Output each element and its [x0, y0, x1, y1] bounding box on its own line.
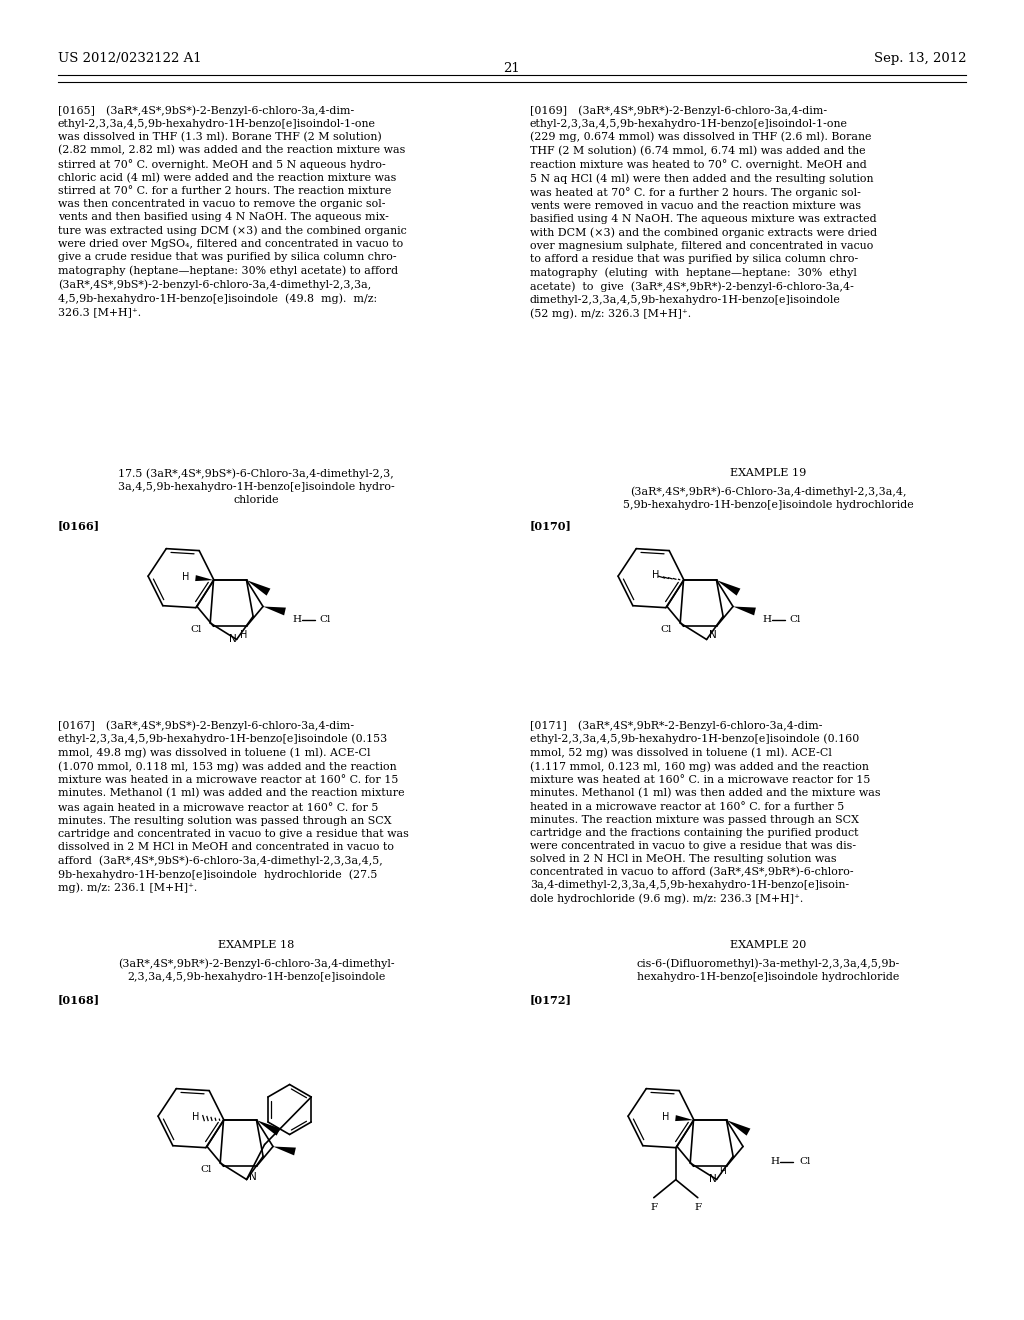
Text: N: N	[709, 1175, 717, 1184]
Text: H: H	[182, 572, 189, 582]
Text: Cl: Cl	[799, 1158, 810, 1166]
Text: N: N	[228, 635, 237, 644]
Text: [0167] (3aR*,4S*,9bS*)-2-Benzyl-6-chloro-3a,4-dim-
ethyl-2,3,3a,4,5,9b-hexahydro: [0167] (3aR*,4S*,9bS*)-2-Benzyl-6-chloro…	[58, 719, 409, 894]
Polygon shape	[247, 579, 270, 595]
Text: EXAMPLE 19: EXAMPLE 19	[730, 469, 806, 478]
Text: [0171] (3aR*,4S*,9bR*-2-Benzyl-6-chloro-3a,4-dim-
ethyl-2,3,3a,4,5,9b-hexahydro-: [0171] (3aR*,4S*,9bR*-2-Benzyl-6-chloro-…	[530, 719, 881, 904]
Text: H: H	[770, 1158, 779, 1166]
Text: [0168]: [0168]	[58, 994, 100, 1005]
Text: H: H	[720, 1167, 726, 1176]
Text: [0172]: [0172]	[530, 994, 572, 1005]
Text: N: N	[249, 1172, 256, 1183]
Text: [0170]: [0170]	[530, 520, 571, 531]
Text: [0166]: [0166]	[58, 520, 100, 531]
Polygon shape	[273, 1147, 296, 1155]
Text: H: H	[652, 570, 659, 579]
Text: N: N	[709, 630, 717, 639]
Polygon shape	[717, 579, 740, 595]
Text: H: H	[662, 1111, 670, 1122]
Polygon shape	[675, 1115, 693, 1121]
Text: H: H	[240, 630, 247, 639]
Text: Cl: Cl	[660, 626, 672, 634]
Text: H: H	[762, 615, 771, 624]
Polygon shape	[256, 1121, 281, 1135]
Text: Cl: Cl	[788, 615, 801, 624]
Text: cis-6-(Difluoromethyl)-3a-methyl-2,3,3a,4,5,9b-
hexahydro-1H-benzo[e]isoindole h: cis-6-(Difluoromethyl)-3a-methyl-2,3,3a,…	[636, 958, 900, 982]
Text: (3aR*,4S*,9bR*)-6-Chloro-3a,4-dimethyl-2,3,3a,4,
5,9b-hexahydro-1H-benzo[e]isoin: (3aR*,4S*,9bR*)-6-Chloro-3a,4-dimethyl-2…	[623, 486, 913, 510]
Text: H: H	[292, 615, 301, 624]
Text: EXAMPLE 20: EXAMPLE 20	[730, 940, 806, 950]
Text: EXAMPLE 18: EXAMPLE 18	[218, 940, 294, 950]
Text: [0165] (3aR*,4S*,9bS*)-2-Benzyl-6-chloro-3a,4-dim-
ethyl-2,3,3a,4,5,9b-hexahydro: [0165] (3aR*,4S*,9bS*)-2-Benzyl-6-chloro…	[58, 106, 407, 317]
Polygon shape	[733, 606, 756, 615]
Text: Sep. 13, 2012: Sep. 13, 2012	[873, 51, 966, 65]
Text: F: F	[650, 1203, 657, 1212]
Text: 21: 21	[504, 62, 520, 75]
Polygon shape	[263, 606, 286, 615]
Text: F: F	[694, 1203, 701, 1212]
Text: Cl: Cl	[200, 1166, 212, 1175]
Text: 17.5 (3aR*,4S*,9bS*)-6-Chloro-3a,4-dimethyl-2,3,
3a,4,5,9b-hexahydro-1H-benzo[e]: 17.5 (3aR*,4S*,9bS*)-6-Chloro-3a,4-dimet…	[118, 469, 394, 504]
Text: Cl: Cl	[190, 626, 202, 634]
Text: Cl: Cl	[318, 615, 331, 624]
Polygon shape	[726, 1121, 751, 1135]
Text: H: H	[191, 1111, 200, 1122]
Polygon shape	[196, 576, 213, 581]
Text: (3aR*,4S*,9bR*)-2-Benzyl-6-chloro-3a,4-dimethyl-
2,3,3a,4,5,9b-hexahydro-1H-benz: (3aR*,4S*,9bR*)-2-Benzyl-6-chloro-3a,4-d…	[118, 958, 394, 982]
Text: US 2012/0232122 A1: US 2012/0232122 A1	[58, 51, 202, 65]
Text: [0169] (3aR*,4S*,9bR*)-2-Benzyl-6-chloro-3a,4-dim-
ethyl-2,3,3a,4,5,9b-hexahydro: [0169] (3aR*,4S*,9bR*)-2-Benzyl-6-chloro…	[530, 106, 878, 318]
